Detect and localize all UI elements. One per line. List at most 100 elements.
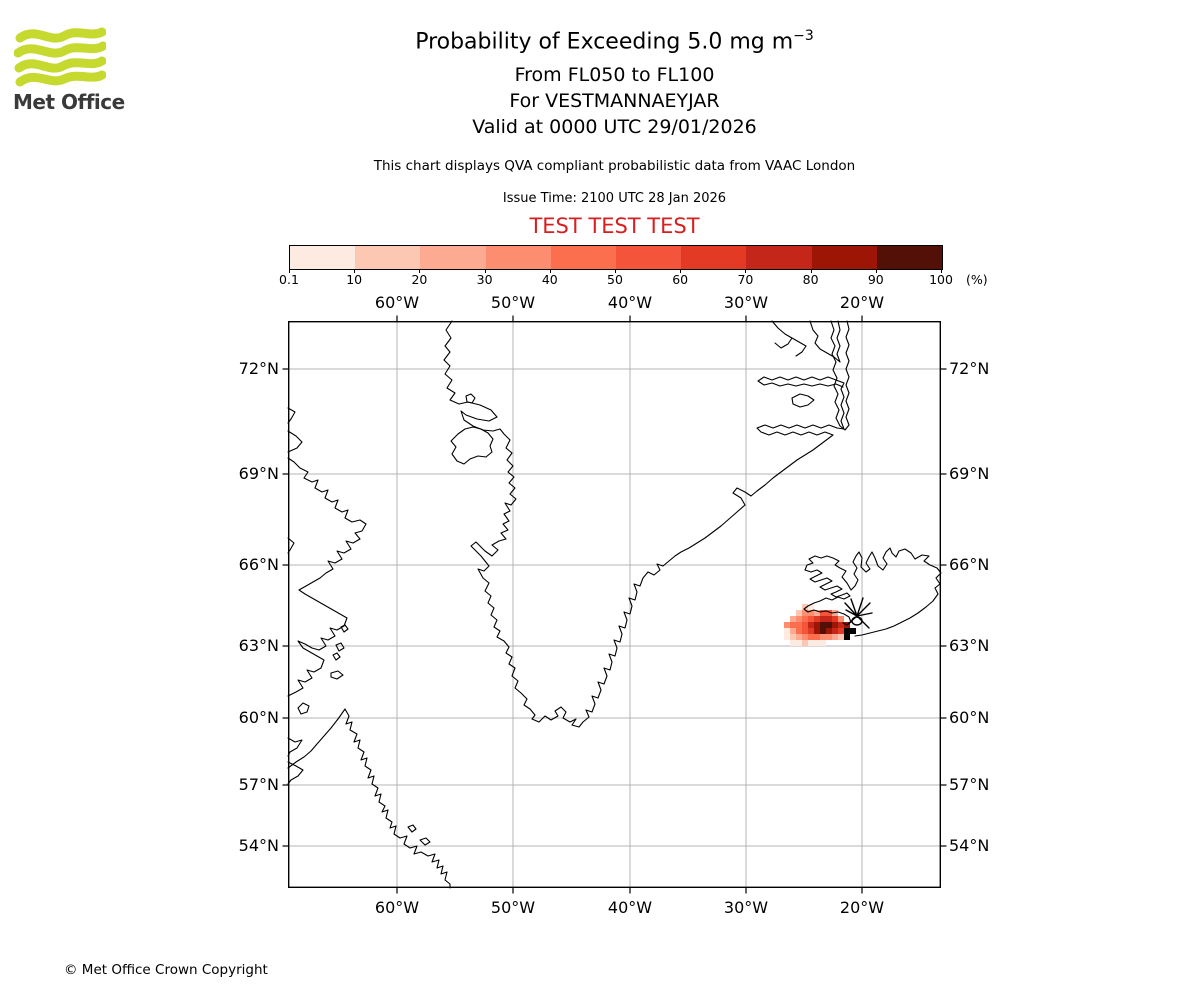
met-office-logo-text: Met Office: [13, 90, 125, 114]
ash-probability-cell: [814, 622, 820, 628]
subtitle-flight-levels: From FL050 to FL100: [514, 64, 715, 86]
ash-probability-cell: [802, 622, 808, 628]
axis-tick-label: 69°N: [949, 464, 990, 483]
ash-probability-cell: [826, 634, 832, 640]
map-border: [288, 321, 941, 888]
issue-time: Issue Time: 2100 UTC 28 Jan 2026: [502, 191, 727, 206]
ash-probability-cell: [832, 616, 838, 622]
ash-probability-cell: [802, 610, 808, 616]
ash-probability-cell: [814, 640, 820, 646]
colorbar-segment-10: [876, 246, 943, 269]
axis-tick-label: 72°N: [238, 359, 279, 378]
ash-probability-cell: [790, 616, 796, 622]
colorbar-segment-7: [681, 246, 747, 269]
coastline-iceland: [803, 547, 942, 637]
colorbar-segment-6: [616, 246, 682, 269]
ash-probability-cell: [790, 634, 796, 640]
axis-tick-label: 63°N: [238, 636, 279, 655]
axis-tick-label: 60°W: [374, 293, 420, 312]
axis-tick-label: 54°N: [949, 836, 990, 855]
colorbar-tick-label: 20: [411, 272, 428, 287]
volcano-marker-crater-icon: [851, 616, 863, 626]
map-background: [288, 321, 941, 888]
ash-probability-cell: [832, 628, 838, 634]
coastline-milne-land-island: [791, 393, 815, 408]
coastline-greenland: [443, 320, 845, 728]
ash-probability-cell: [838, 628, 844, 634]
ash-probability-cell: [820, 610, 826, 616]
ash-probability-cell: [796, 622, 802, 628]
colorbar-segment-8: [746, 246, 812, 269]
colorbar-tick-label: 60: [672, 272, 689, 287]
logo-waves-icon: [14, 27, 106, 87]
colorbar-segment-5: [550, 246, 617, 269]
colorbar-segment-3: [420, 246, 486, 269]
ash-probability-cell: [820, 628, 826, 634]
coastline-akpatok-island: [297, 702, 310, 715]
ash-probability-cell: [796, 634, 802, 640]
colorbar-segment-4: [485, 246, 551, 269]
axis-tick-label: 66°N: [949, 555, 990, 574]
ash-probability-cell: [814, 616, 820, 622]
ash-probability-cell: [784, 622, 790, 628]
ash-probability-cell: [820, 640, 826, 646]
ash-probability-cell: [808, 628, 814, 634]
ash-probability-cell: [808, 610, 814, 616]
colorbar-tick-label: 0.1: [279, 272, 299, 287]
ash-probability-cell: [826, 622, 832, 628]
colorbar-tick-labels: 0.1 10 20 30 40 50 60 70 80 90 100: [279, 272, 953, 288]
page-title: Probability of Exceeding 5.0 mg m−3: [415, 28, 814, 55]
coastline-labrador: [287, 708, 451, 889]
coastline-baffin-islets: [330, 624, 349, 680]
coastline-west-greenland-islet: [465, 393, 476, 404]
ash-probability-cell: [808, 622, 814, 628]
axis-tick-label: 40°W: [607, 293, 653, 312]
ash-probability-cell: [814, 610, 820, 616]
map-gridlines: [282, 315, 947, 894]
coastline-disko-island: [450, 426, 494, 465]
ash-probability-cell: [790, 622, 796, 628]
vestmannaeyjar-volcano-marker: [844, 597, 873, 629]
axis-tick-label: 57°N: [949, 775, 990, 794]
subtitle-volcano-name: For VESTMANNAEYJAR: [509, 90, 720, 112]
axis-tick-label: 20°W: [839, 898, 885, 917]
axis-tick-label: 60°W: [374, 898, 420, 917]
axis-tick-label: 50°W: [490, 898, 536, 917]
ash-probability-cell: [796, 628, 802, 634]
ash-probability-cell: [850, 628, 856, 634]
colorbar-segment-9: [811, 246, 877, 269]
ash-probability-cell: [802, 604, 808, 610]
test-banner: TEST TEST TEST: [529, 214, 700, 238]
ash-probability-cell: [844, 628, 850, 634]
colorbar-unit-label: (%): [966, 272, 988, 287]
colorbar-tick-label: 30: [476, 272, 493, 287]
axis-tick-label: 60°N: [949, 708, 990, 727]
coastline-liverpool-land: [830, 320, 850, 431]
ash-probability-cells: [784, 604, 856, 646]
axis-tick-label: 30°W: [723, 898, 769, 917]
ash-probability-cell: [814, 628, 820, 634]
axis-tick-label: 57°N: [238, 775, 279, 794]
map-canvas: [282, 315, 947, 894]
coastline-ne-greenland-fjords: [771, 320, 841, 363]
axis-tick-label: 54°N: [238, 836, 279, 855]
ash-probability-cell: [796, 616, 802, 622]
ash-probability-cell: [784, 634, 790, 640]
volcano-marker-spokes-icon: [844, 597, 873, 629]
axis-tick-label: 69°N: [238, 464, 279, 483]
ash-probability-cell: [802, 628, 808, 634]
colorbar-tick-label: 10: [346, 272, 363, 287]
ash-probability-cell: [832, 634, 838, 640]
ash-probability-cell: [820, 616, 826, 622]
ash-probability-cell: [802, 634, 808, 640]
colorbar-segment-1: [290, 246, 356, 269]
ash-probability-cell: [826, 628, 832, 634]
ash-probability-cell: [784, 628, 790, 634]
ash-probability-cell: [796, 640, 802, 646]
colorbar-segment-2: [355, 246, 421, 269]
ash-probability-cell: [838, 622, 844, 628]
ash-probability-cell: [814, 634, 820, 640]
coastline-labrador-islets: [407, 824, 431, 846]
ash-probability-cell: [790, 640, 796, 646]
colorbar-tick-label: 40: [541, 272, 558, 287]
